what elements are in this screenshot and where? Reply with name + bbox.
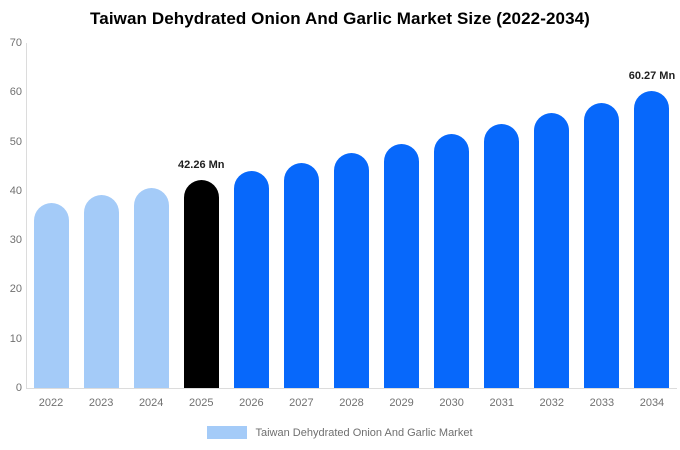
- x-axis-label-2030: 2030: [439, 397, 464, 409]
- bar-2023[interactable]: [83, 195, 119, 388]
- bar-2031[interactable]: [484, 124, 520, 388]
- y-axis-tick-10: 10: [9, 332, 22, 345]
- bar-2032[interactable]: [534, 113, 570, 388]
- y-axis-tick-40: 40: [9, 184, 22, 197]
- y-axis-tick-0: 0: [15, 382, 22, 394]
- bar-2029[interactable]: [384, 144, 420, 388]
- x-axis-label-2031: 2031: [489, 397, 514, 409]
- x-axis-label-2025: 2025: [189, 397, 214, 409]
- bar-2022[interactable]: [33, 203, 69, 388]
- bar-2028[interactable]: [334, 153, 369, 388]
- bar-2025[interactable]: [183, 179, 219, 388]
- bar-2026[interactable]: [233, 171, 269, 388]
- y-axis-tick-70: 70: [9, 37, 22, 49]
- y-axis-tick-20: 20: [9, 283, 22, 296]
- legend-label: Taiwan Dehydrated Onion And Garlic Marke…: [255, 426, 473, 439]
- y-axis-line: [26, 43, 27, 388]
- x-axis-line: [26, 388, 677, 389]
- x-axis-label-2027: 2027: [289, 397, 314, 409]
- bar-2033[interactable]: [584, 102, 620, 388]
- x-axis-label-2024: 2024: [138, 397, 164, 409]
- x-axis-label-2028: 2028: [339, 397, 364, 409]
- data-label-2034: 60.27 Mn: [628, 69, 676, 82]
- x-axis-label-2023: 2023: [88, 397, 114, 409]
- data-label-2025: 42.26 Mn: [178, 158, 225, 171]
- bar-2027[interactable]: [283, 162, 319, 388]
- y-axis-tick-50: 50: [9, 135, 22, 148]
- x-axis-label-2032: 2032: [539, 397, 565, 409]
- y-axis-tick-60: 60: [9, 86, 22, 99]
- bar-2030[interactable]: [434, 134, 470, 388]
- y-axis-tick-30: 30: [9, 234, 22, 247]
- bar-2024[interactable]: [133, 187, 169, 388]
- legend: Taiwan Dehydrated Onion And Garlic Marke…: [0, 426, 680, 439]
- x-axis-label-2029: 2029: [389, 397, 414, 409]
- x-axis-label-2022: 2022: [38, 397, 64, 409]
- x-axis-label-2034: 2034: [639, 397, 665, 409]
- x-axis-label-2026: 2026: [239, 397, 264, 409]
- x-axis-label-2033: 2033: [589, 397, 615, 409]
- legend-swatch: [207, 426, 248, 439]
- bar-2034[interactable]: [634, 90, 670, 388]
- chart-title: Taiwan Dehydrated Onion And Garlic Marke…: [90, 9, 590, 28]
